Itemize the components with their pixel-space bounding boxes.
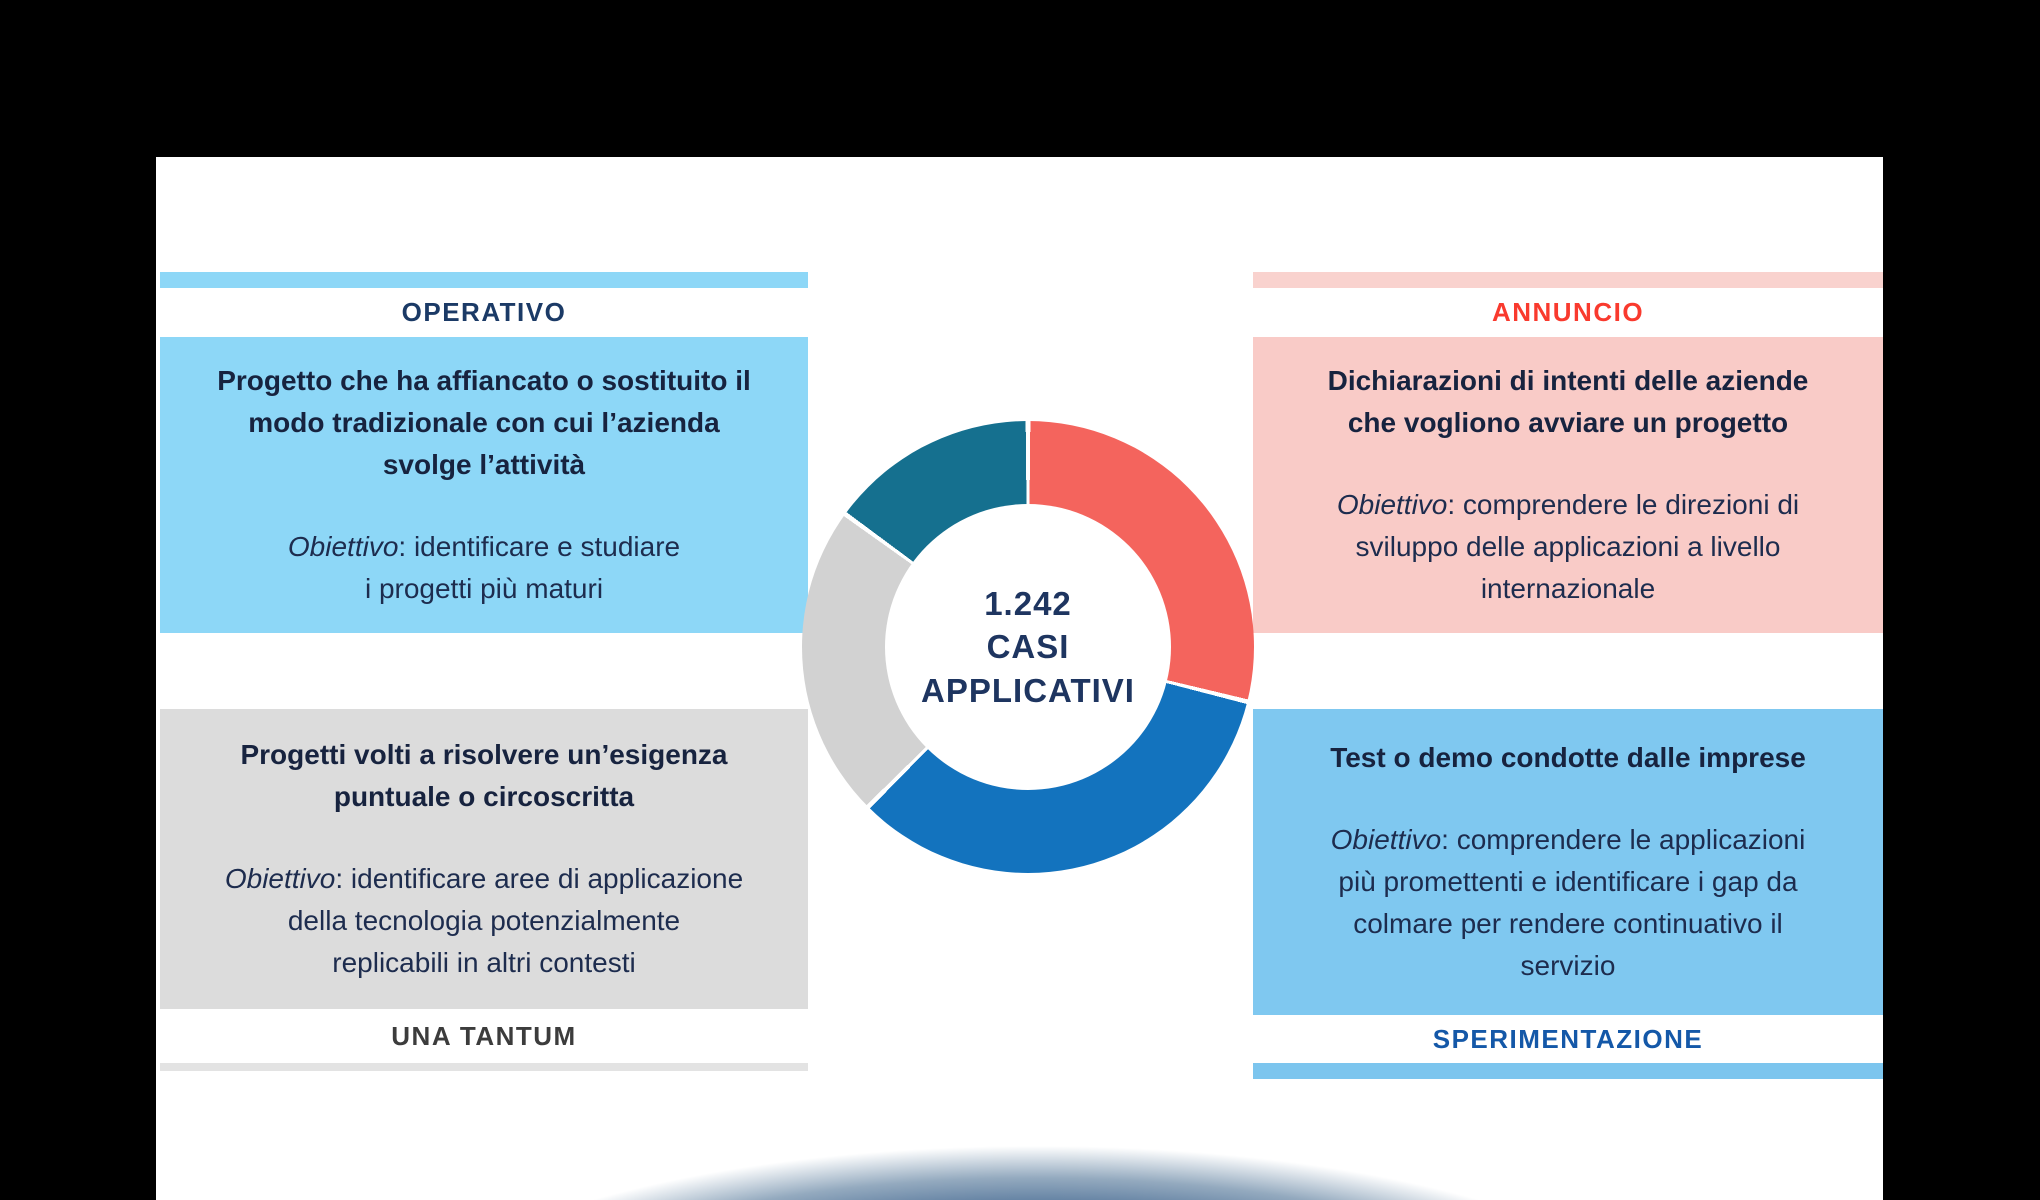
quadrant-sperimentazione: Test o demo condotte dalle imprese Obiet… bbox=[1253, 709, 1883, 1079]
donut-chart: 1.242 CASI APPLICATIVI bbox=[802, 421, 1254, 873]
slide: OPERATIVO Progetto che ha affiancato o s… bbox=[156, 157, 1883, 1200]
una-tantum-box: Progetti volti a risolvere un’esigenza p… bbox=[160, 709, 808, 1009]
donut-hole: 1.242 CASI APPLICATIVI bbox=[885, 504, 1171, 790]
donut-center-line-casi: CASI bbox=[986, 628, 1070, 666]
annuncio-objective: Obiettivo: comprendere le direzioni di s… bbox=[1337, 484, 1799, 610]
donut-center-line-applicativi: APPLICATIVI bbox=[921, 671, 1135, 709]
sperimentazione-box: Test o demo condotte dalle imprese Obiet… bbox=[1253, 709, 1883, 1015]
annuncio-header-label: ANNUNCIO bbox=[1491, 297, 1645, 327]
sperimentazione-objective: Obiettivo: comprendere le applicazioni p… bbox=[1331, 819, 1806, 987]
donut-center-label: 1.242 CASI APPLICATIVI bbox=[921, 582, 1135, 713]
una-tantum-accent-bar bbox=[160, 1063, 808, 1071]
sperimentazione-header-strip: SPERIMENTAZIONE bbox=[1253, 1015, 1883, 1063]
operativo-header-strip: OPERATIVO bbox=[160, 288, 808, 337]
una-tantum-title: Progetti volti a risolvere un’esigenza p… bbox=[240, 739, 728, 812]
donut-total-value: 1.242 bbox=[984, 584, 1072, 622]
sperimentazione-objective-label: Obiettivo bbox=[1330, 824, 1442, 855]
una-tantum-objective-label: Obiettivo bbox=[224, 863, 336, 894]
sperimentazione-title: Test o demo condotte dalle imprese bbox=[1330, 742, 1806, 773]
annuncio-accent-bar bbox=[1253, 272, 1883, 288]
una-tantum-header-strip: UNA TANTUM bbox=[160, 1009, 808, 1063]
quadrant-operativo: OPERATIVO Progetto che ha affiancato o s… bbox=[160, 272, 808, 633]
operativo-objective: Obiettivo: identificare e studiare i pro… bbox=[288, 526, 680, 610]
sperimentazione-accent-bar bbox=[1253, 1063, 1883, 1079]
quadrant-annuncio: ANNUNCIO Dichiarazioni di intenti delle … bbox=[1253, 272, 1883, 633]
annuncio-header-strip: ANNUNCIO bbox=[1253, 288, 1883, 337]
annuncio-objective-label: Obiettivo bbox=[1336, 489, 1448, 520]
operativo-accent-bar bbox=[160, 272, 808, 288]
quadrant-una-tantum: Progetti volti a risolvere un’esigenza p… bbox=[160, 709, 808, 1071]
una-tantum-objective: Obiettivo: identificare aree di applicaz… bbox=[225, 858, 743, 984]
operativo-objective-text: : identificare e studiare i progetti più… bbox=[364, 531, 681, 604]
annuncio-title: Dichiarazioni di intenti delle aziende c… bbox=[1327, 365, 1809, 438]
operativo-header-label: OPERATIVO bbox=[401, 297, 567, 327]
sperimentazione-header-label: SPERIMENTAZIONE bbox=[1432, 1023, 1704, 1054]
operativo-objective-label: Obiettivo bbox=[287, 531, 399, 562]
una-tantum-header-label: UNA TANTUM bbox=[391, 1020, 577, 1051]
operativo-box: Progetto che ha affiancato o sostituito … bbox=[160, 337, 808, 633]
operativo-title: Progetto che ha affiancato o sostituito … bbox=[217, 365, 751, 480]
annuncio-box: Dichiarazioni di intenti delle aziende c… bbox=[1253, 337, 1883, 633]
una-tantum-objective-text: : identificare aree di applicazione dell… bbox=[287, 863, 744, 978]
